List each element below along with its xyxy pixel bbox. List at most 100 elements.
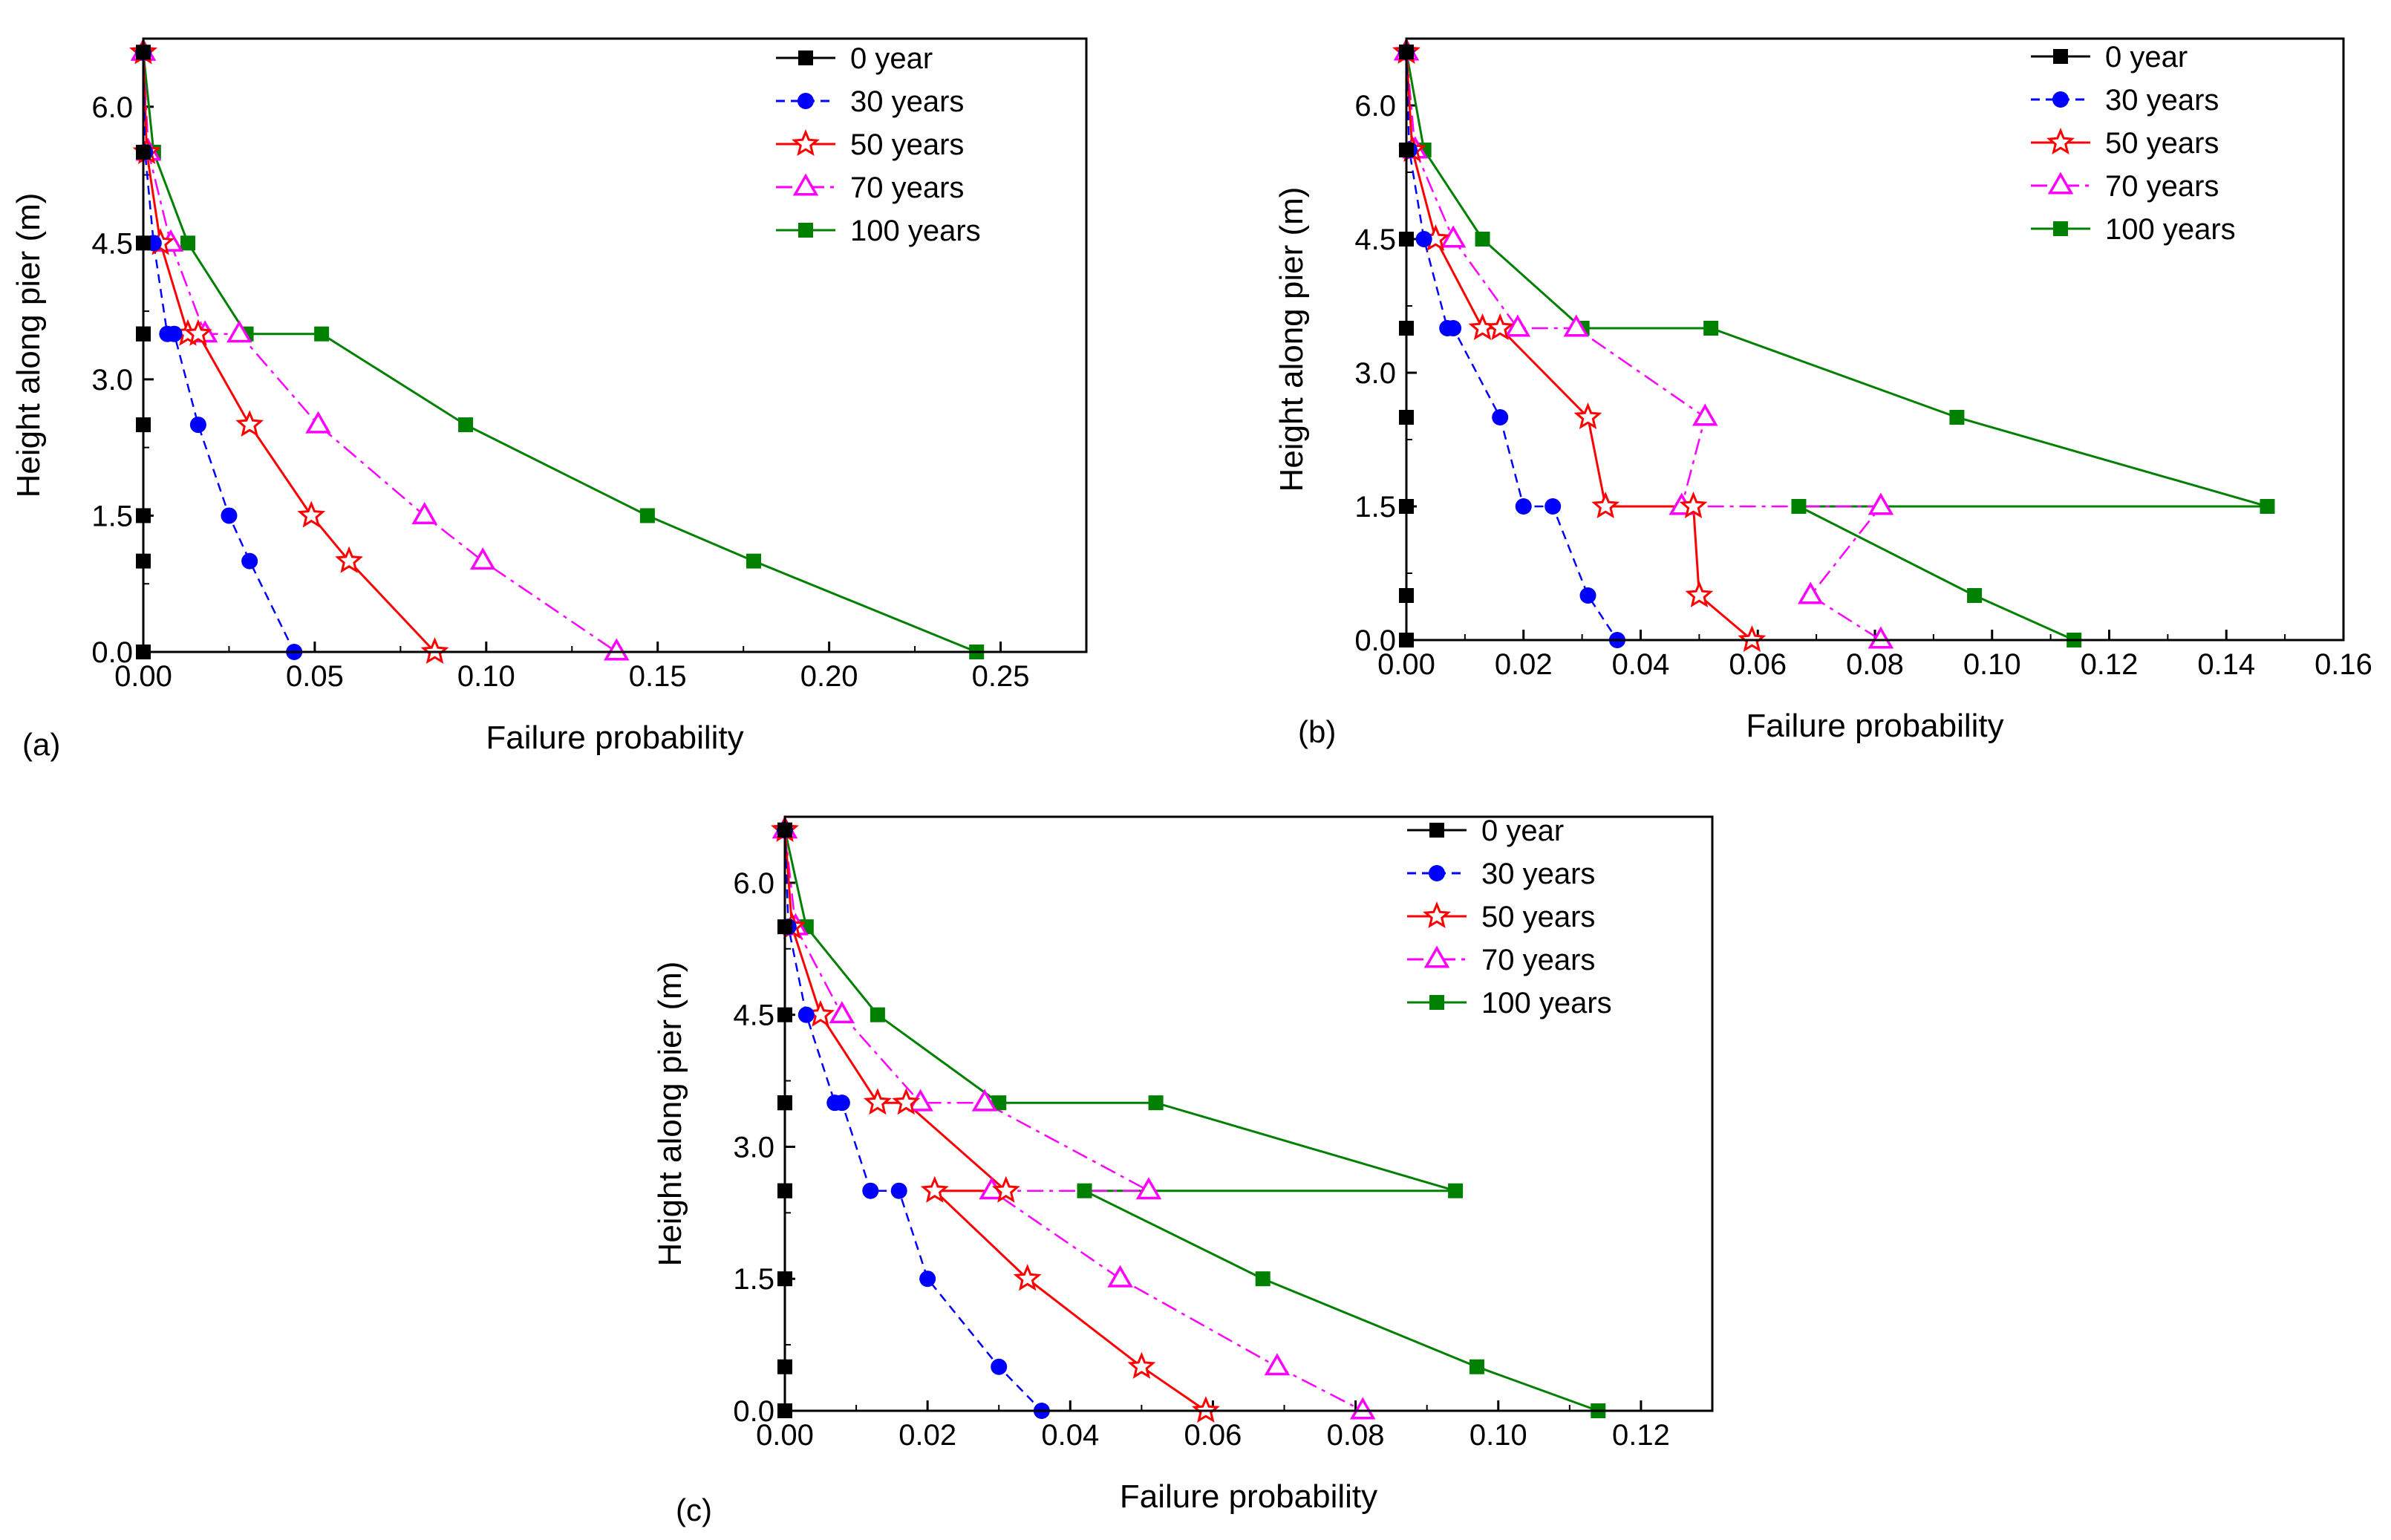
data-point bbox=[221, 507, 238, 524]
y-tick-label: 6.0 bbox=[91, 91, 133, 124]
data-point bbox=[1255, 1271, 1270, 1287]
x-tick-label: 0.10 bbox=[457, 660, 515, 693]
data-point bbox=[1148, 1095, 1164, 1111]
data-point bbox=[746, 553, 762, 569]
y-tick-label: 6.0 bbox=[733, 867, 774, 900]
data-point bbox=[189, 417, 206, 434]
data-point bbox=[870, 1007, 885, 1022]
series-line bbox=[1405, 51, 2268, 642]
data-point bbox=[1692, 403, 1718, 426]
data-point bbox=[862, 1182, 879, 1199]
y-axis-label: Height along pier (m) bbox=[1273, 187, 1310, 492]
data-point bbox=[458, 417, 474, 433]
series-line bbox=[783, 829, 1599, 1412]
x-tick-label: 0.05 bbox=[286, 660, 344, 693]
series-line bbox=[1405, 51, 1883, 642]
chart-b: 0.00 0.02 0.04 0.06 0.08 0.10 0.12 0.14 0.16 0.0 1… bbox=[1273, 37, 2372, 749]
series-line bbox=[783, 829, 1363, 1412]
x-tick-label: 0.10 bbox=[1963, 648, 2021, 681]
data-point bbox=[1967, 588, 1983, 603]
data-point bbox=[226, 320, 252, 343]
data-point bbox=[420, 637, 449, 665]
series-line bbox=[142, 52, 436, 653]
chart-c: 0.00 0.02 0.04 0.06 0.08 0.10 0.12 0.0 1.5 3.0 4.5… bbox=[652, 815, 1714, 1527]
x-tick-label: 0.14 bbox=[2197, 648, 2255, 681]
x-tick-label: 0.08 bbox=[1327, 1419, 1385, 1452]
series-line bbox=[142, 52, 296, 653]
x-axis-label: Failure probability bbox=[486, 720, 743, 756]
data-point bbox=[1445, 320, 1462, 336]
data-point bbox=[1107, 1265, 1133, 1288]
data-point bbox=[863, 1088, 892, 1115]
x-tick-label: 0.10 bbox=[1469, 1419, 1527, 1452]
data-point bbox=[1797, 581, 1824, 604]
legend: 0 year 30 years 50 years 70 years 100 years bbox=[1407, 815, 1612, 1019]
y-tick-label: 3.0 bbox=[1354, 357, 1396, 390]
x-tick-label: 0.02 bbox=[898, 1419, 956, 1452]
legend-marker bbox=[2047, 172, 2074, 195]
data-point bbox=[1738, 625, 1767, 653]
plot-frame bbox=[783, 815, 1714, 1412]
legend-label: 50 years bbox=[850, 128, 964, 161]
y-tick-label: 1.5 bbox=[1354, 491, 1396, 523]
data-point bbox=[1573, 402, 1602, 430]
x-tick-label: 0.16 bbox=[2315, 648, 2372, 681]
data-point bbox=[241, 552, 258, 570]
y-axis-label: Height along pier (m) bbox=[652, 962, 688, 1267]
y-axis-label: Height along pier (m) bbox=[10, 193, 47, 498]
y-tick-label: 0.0 bbox=[91, 636, 133, 669]
data-point bbox=[1703, 321, 1719, 336]
data-point bbox=[1791, 499, 1807, 514]
data-point bbox=[1486, 313, 1515, 341]
y-tick-label: 3.0 bbox=[733, 1131, 774, 1164]
legend-label: 0 year bbox=[1481, 815, 1564, 847]
panel-label: (c) bbox=[676, 1492, 712, 1527]
data-point bbox=[920, 1175, 949, 1203]
data-point bbox=[1013, 1264, 1042, 1291]
data-point bbox=[892, 1088, 921, 1115]
data-point bbox=[235, 410, 264, 437]
x-tick-label: 0.08 bbox=[1846, 648, 1904, 681]
x-tick-label: 0.15 bbox=[629, 660, 687, 693]
legend-marker bbox=[798, 50, 813, 65]
legend-marker bbox=[1429, 823, 1444, 838]
data-point bbox=[1868, 492, 1894, 515]
data-point bbox=[1544, 498, 1562, 515]
y-tick-label: 3.0 bbox=[91, 364, 133, 397]
series-line bbox=[783, 829, 1043, 1412]
series-line bbox=[1405, 51, 1753, 642]
data-point bbox=[1679, 492, 1708, 519]
data-point bbox=[971, 1089, 998, 1112]
data-point bbox=[1191, 1396, 1220, 1423]
legend: 0 year 30 years 50 years 70 years 100 years bbox=[2031, 41, 2236, 246]
data-point bbox=[890, 1182, 907, 1199]
data-point bbox=[335, 546, 364, 573]
legend-label: 100 years bbox=[1481, 987, 1612, 1019]
data-point bbox=[639, 508, 655, 523]
legend-marker bbox=[2053, 49, 2068, 64]
y-tick-label: 4.5 bbox=[1354, 224, 1396, 256]
x-tick-label: 0.00 bbox=[1377, 648, 1435, 681]
legend-label: 30 years bbox=[1481, 858, 1595, 890]
legend-label: 50 years bbox=[2105, 127, 2219, 160]
legend-label: 30 years bbox=[850, 85, 964, 118]
legend-marker bbox=[797, 93, 814, 109]
data-point bbox=[829, 1001, 855, 1024]
data-point bbox=[1349, 1397, 1376, 1420]
data-point bbox=[297, 500, 326, 528]
data-point bbox=[833, 1094, 850, 1112]
panel-label: (b) bbox=[1298, 714, 1336, 749]
x-axis-label: Failure probability bbox=[1746, 708, 2003, 744]
x-tick-label: 0.02 bbox=[1495, 648, 1553, 681]
data-point bbox=[797, 1006, 815, 1023]
data-point bbox=[1415, 231, 1432, 247]
data-point bbox=[166, 325, 183, 342]
data-point bbox=[411, 501, 437, 524]
legend: 0 year 30 years 50 years 70 years 100 years bbox=[776, 42, 981, 247]
data-point bbox=[919, 1270, 936, 1288]
legend-marker bbox=[2053, 221, 2068, 236]
legend-marker bbox=[2052, 91, 2069, 108]
legend-marker bbox=[798, 223, 813, 238]
data-point bbox=[1264, 1353, 1291, 1376]
